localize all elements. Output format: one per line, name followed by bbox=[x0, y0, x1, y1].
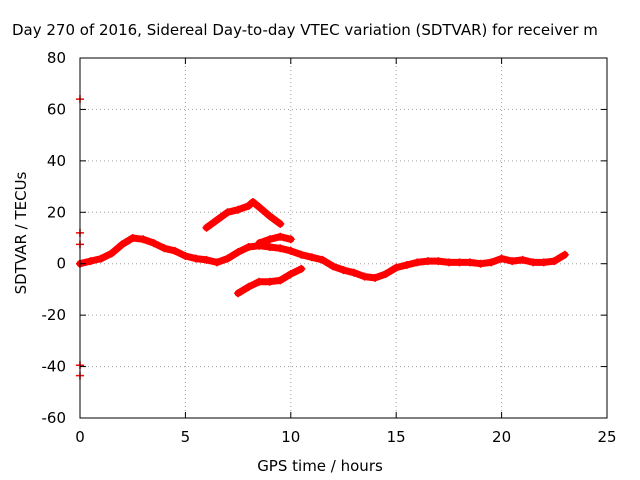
series-band bbox=[255, 233, 295, 247]
data-point bbox=[297, 250, 306, 259]
data-point bbox=[560, 250, 569, 259]
data-point bbox=[213, 216, 222, 224]
data-point bbox=[265, 243, 274, 251]
data-point bbox=[297, 264, 306, 273]
x-axis-label: GPS time / hours bbox=[257, 457, 383, 475]
data-point bbox=[265, 212, 274, 221]
plot-frame bbox=[79, 57, 608, 419]
data-point bbox=[248, 198, 257, 206]
data-point bbox=[286, 235, 295, 244]
data-point bbox=[181, 252, 190, 260]
data-point bbox=[497, 254, 506, 263]
data-point bbox=[392, 263, 401, 272]
data-point bbox=[213, 258, 222, 267]
series-main-trace bbox=[76, 234, 569, 282]
data-point bbox=[255, 239, 264, 248]
data-point bbox=[465, 258, 474, 267]
data-point bbox=[550, 257, 559, 266]
series-upper-arc bbox=[202, 198, 285, 232]
data-point bbox=[118, 240, 127, 249]
data-point bbox=[350, 268, 359, 277]
data-point bbox=[107, 249, 116, 258]
data-point bbox=[255, 203, 264, 212]
data-point bbox=[265, 277, 274, 286]
data-point bbox=[223, 208, 232, 217]
data-point bbox=[149, 239, 158, 248]
series-lower-arc bbox=[234, 264, 306, 298]
data-point bbox=[423, 257, 432, 266]
data-point bbox=[265, 235, 274, 244]
data-point bbox=[508, 257, 517, 266]
grid-lines bbox=[80, 58, 607, 418]
data-point bbox=[276, 232, 285, 241]
data-point bbox=[381, 270, 390, 278]
data-point bbox=[413, 258, 422, 267]
data-point bbox=[286, 246, 295, 255]
data-point bbox=[339, 266, 348, 275]
data-point bbox=[360, 272, 369, 281]
x-tick-label: 15 bbox=[387, 428, 406, 446]
x-tick-label: 10 bbox=[281, 428, 300, 446]
data-point bbox=[529, 258, 538, 267]
data-point bbox=[234, 205, 243, 214]
data-point bbox=[128, 234, 137, 242]
y-tick-label: -60 bbox=[42, 409, 67, 427]
data-point bbox=[402, 261, 411, 269]
data-point bbox=[223, 254, 232, 263]
data-point bbox=[170, 246, 179, 255]
y-tick-label: -40 bbox=[42, 358, 67, 376]
data-point bbox=[487, 258, 496, 267]
x-tick-label: 5 bbox=[181, 428, 191, 446]
chart-title: Day 270 of 2016, Sidereal Day-to-day VTE… bbox=[12, 21, 598, 39]
data-point bbox=[244, 282, 253, 291]
data-point bbox=[86, 257, 95, 266]
data-point bbox=[139, 235, 148, 244]
data-point bbox=[191, 254, 200, 263]
data-point bbox=[255, 277, 264, 286]
data-point bbox=[455, 258, 464, 267]
data-point bbox=[202, 255, 211, 264]
series-middle-arc bbox=[255, 232, 295, 248]
data-point bbox=[276, 244, 285, 253]
axis-ticks: 0 5 10 15 20 25 -60 -40 -20 0 20 40 60 80 bbox=[42, 49, 617, 446]
data-series bbox=[76, 95, 569, 380]
data-point bbox=[476, 259, 485, 268]
y-tick-label: -20 bbox=[42, 306, 67, 324]
x-tick-label: 0 bbox=[75, 428, 85, 446]
data-point bbox=[286, 270, 295, 278]
data-point bbox=[444, 258, 453, 267]
data-point bbox=[539, 258, 548, 267]
data-point bbox=[160, 244, 169, 253]
y-tick-label: 0 bbox=[56, 255, 66, 273]
data-point bbox=[97, 254, 106, 263]
data-point bbox=[244, 201, 253, 210]
data-point bbox=[318, 255, 327, 264]
x-tick-label: 25 bbox=[597, 428, 616, 446]
data-point bbox=[434, 257, 443, 266]
y-tick-label: 80 bbox=[47, 49, 66, 67]
data-point bbox=[202, 223, 211, 232]
data-point bbox=[244, 243, 253, 251]
y-tick-label: 60 bbox=[47, 100, 66, 118]
data-point bbox=[276, 276, 285, 285]
data-point bbox=[518, 255, 527, 264]
data-point bbox=[234, 248, 243, 257]
x-tick-label: 20 bbox=[492, 428, 511, 446]
y-tick-label: 40 bbox=[47, 152, 66, 170]
data-point bbox=[307, 253, 316, 262]
data-point bbox=[371, 273, 380, 282]
data-point bbox=[328, 262, 337, 271]
data-point bbox=[276, 219, 285, 228]
y-tick-label: 20 bbox=[47, 203, 66, 221]
data-point bbox=[234, 289, 243, 298]
